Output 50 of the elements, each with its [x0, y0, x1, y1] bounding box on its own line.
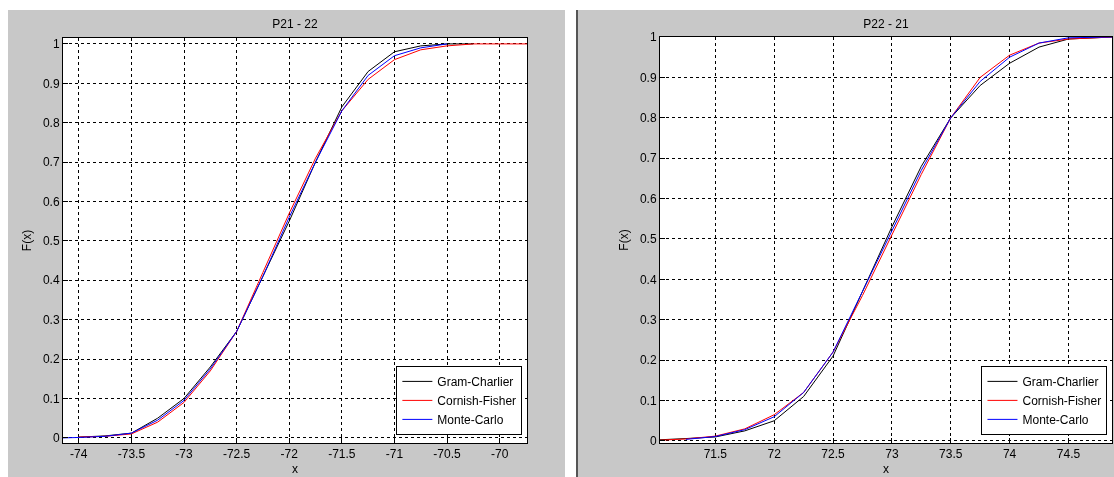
legend-label: Monte-Carlo [437, 413, 504, 428]
x-tick-label: 71.5 [703, 447, 728, 462]
y-tick-label: 0.5 [639, 232, 657, 247]
y-tick-label: 0.2 [639, 353, 657, 368]
y-tick-label: 0 [649, 434, 657, 449]
y-tick-label: 0 [52, 431, 60, 446]
y-tick-label: 0.1 [639, 393, 657, 408]
y-axis-title: F(x) [20, 229, 35, 252]
y-tick-label: 0.3 [639, 312, 657, 327]
y-tick-label: 1 [649, 30, 657, 45]
y-tick-label: 0.7 [639, 151, 657, 166]
y-tick-label: 0.6 [42, 194, 60, 209]
y-tick-label: 0.9 [42, 76, 60, 91]
y-tick-label: 0.2 [42, 352, 60, 367]
y-tick-label: 0.4 [639, 272, 657, 287]
x-tick-label: 74 [1002, 447, 1017, 462]
legend-label: Gram-Charlier [437, 375, 514, 390]
y-tick-label: 0.5 [42, 234, 60, 249]
y-tick-label: 0.4 [42, 273, 60, 288]
x-tick-label: 74.5 [1056, 447, 1081, 462]
x-axis-title: x [883, 462, 889, 477]
legend-label: Monte-Carlo [1022, 413, 1089, 428]
x-tick-label: -70.5 [433, 447, 462, 462]
chart-title: P22 - 21 [863, 17, 909, 32]
legend-label: Cornish-Fisher [1022, 394, 1102, 409]
x-tick-label: -72 [280, 447, 299, 462]
y-tick-label: 0.8 [42, 115, 60, 130]
y-axis-title: F(x) [617, 229, 632, 251]
x-tick-label: -74 [70, 447, 88, 462]
x-tick-label: -71 [385, 447, 404, 462]
y-tick-label: 1 [52, 37, 60, 52]
x-tick-label: -73.5 [117, 447, 146, 462]
x-tick-label: -70 [490, 447, 509, 462]
x-tick-label: 72.5 [821, 447, 846, 462]
legend-label: Cornish-Fisher [437, 394, 517, 409]
x-tick-label: 73 [885, 447, 899, 462]
x-tick-label: -72.5 [222, 447, 251, 462]
chart-title: P21 - 22 [272, 17, 318, 32]
legend-label: Gram-Charlier [1022, 375, 1099, 390]
x-tick-label: -71.5 [328, 447, 356, 462]
y-tick-label: 0.7 [42, 155, 60, 170]
y-tick-label: 0.9 [639, 70, 657, 85]
x-axis-title: x [292, 462, 298, 477]
x-tick-label: 72 [767, 447, 782, 462]
y-tick-label: 0.8 [639, 111, 657, 125]
y-tick-label: 0.1 [42, 391, 60, 406]
y-tick-label: 0.6 [639, 191, 657, 206]
x-tick-label: -73 [175, 447, 193, 462]
x-tick-label: 73.5 [939, 447, 963, 462]
y-tick-label: 0.3 [42, 312, 60, 327]
